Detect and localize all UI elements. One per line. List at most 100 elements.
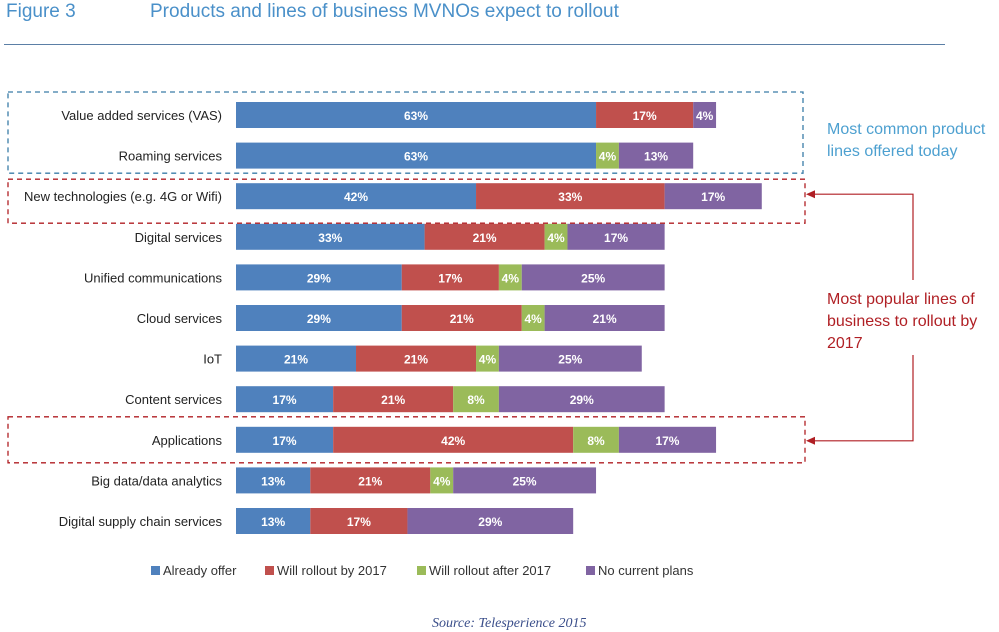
data-label: 4%	[433, 474, 451, 488]
data-label: 13%	[261, 474, 285, 488]
annotation-most-popular: Most popular lines of business to rollou…	[827, 291, 978, 352]
legend-swatch	[151, 566, 160, 575]
bar-segment	[424, 223, 545, 250]
bar-segment	[310, 467, 431, 494]
data-label: 29%	[307, 271, 331, 285]
bar-segment	[544, 305, 665, 331]
data-label: 33%	[318, 231, 342, 245]
bar-segment	[498, 386, 665, 413]
data-label: 17%	[347, 515, 371, 529]
highlight-box-common	[7, 91, 804, 174]
data-label: 21%	[593, 312, 617, 326]
category-label: Content services	[125, 392, 222, 407]
legend-swatch	[417, 566, 426, 575]
bar-segment	[498, 345, 642, 372]
data-label: 42%	[344, 190, 368, 204]
arrow-connector-top	[814, 193, 914, 280]
bar-segment	[236, 142, 597, 169]
bar-segment	[236, 508, 311, 534]
bar-segment	[236, 223, 425, 250]
legend-swatch	[265, 566, 274, 575]
bar-segment	[236, 264, 402, 291]
bar-segment	[236, 305, 402, 331]
bar-segment	[596, 102, 694, 128]
category-label: Digital supply chain services	[59, 514, 223, 529]
legend-label: No current plans	[598, 563, 694, 578]
data-label: 4%	[502, 271, 520, 285]
highlight-box-new-tech	[7, 178, 806, 224]
annotation-most-common: Most common product lines offered today	[827, 121, 986, 160]
data-label: 21%	[473, 231, 497, 245]
bar-segment	[407, 508, 574, 534]
bar-segment	[430, 467, 454, 494]
bar-segment	[498, 264, 522, 291]
data-label: 4%	[599, 150, 617, 164]
category-label: Big data/data analytics	[91, 473, 222, 488]
legend-label: Already offer	[163, 563, 237, 578]
data-label: 25%	[581, 271, 605, 285]
data-label: 17%	[438, 271, 462, 285]
title-divider	[4, 44, 945, 45]
data-label: 33%	[558, 190, 582, 204]
bar-segment	[476, 183, 665, 210]
legend-label: Will rollout by 2017	[277, 563, 387, 578]
bar-segment	[521, 305, 545, 331]
data-label: 4%	[547, 231, 565, 245]
data-label: 21%	[284, 353, 308, 367]
bar-segment	[333, 386, 454, 413]
category-label: Roaming services	[119, 149, 223, 164]
data-label: 21%	[450, 312, 474, 326]
bar-segment	[356, 345, 477, 372]
data-label: 29%	[570, 393, 594, 407]
data-label: 4%	[696, 109, 714, 123]
data-label: 21%	[404, 353, 428, 367]
bar-segment	[573, 426, 619, 453]
data-label: 25%	[513, 474, 537, 488]
bar-segment	[664, 183, 762, 210]
bar-segment	[453, 467, 597, 494]
data-label: 29%	[307, 312, 331, 326]
source-note: Source: Telesperience 2015	[432, 616, 587, 631]
bar-segment	[476, 345, 499, 372]
data-label: 63%	[404, 109, 428, 123]
data-label: 17%	[273, 434, 297, 448]
bar-segment	[401, 264, 499, 291]
bar-segment	[310, 508, 408, 534]
category-label: Digital services	[135, 230, 223, 245]
data-label: 13%	[261, 515, 285, 529]
category-label: Value added services (VAS)	[61, 108, 222, 123]
category-label: Unified communications	[84, 270, 223, 285]
bar-segment	[236, 345, 357, 372]
data-label: 17%	[655, 434, 679, 448]
bar-segment	[236, 426, 334, 453]
legend-label: Will rollout after 2017	[429, 563, 551, 578]
data-label: 4%	[479, 353, 497, 367]
arrow-connector-bottom	[814, 355, 914, 442]
data-label: 21%	[381, 393, 405, 407]
bar-segment	[521, 264, 665, 291]
data-label: 8%	[467, 393, 485, 407]
data-label: 17%	[701, 190, 725, 204]
legend-swatch	[586, 566, 595, 575]
bar-segment	[236, 102, 597, 128]
data-label: 63%	[404, 150, 428, 164]
data-label: 29%	[478, 515, 502, 529]
bar-segment	[618, 142, 694, 169]
data-label: 42%	[441, 434, 465, 448]
chart-title: Products and lines of business MVNOs exp…	[150, 1, 619, 22]
category-label: IoT	[203, 352, 222, 367]
data-label: 17%	[633, 109, 657, 123]
figure-label: Figure 3	[6, 1, 76, 22]
bar-segment	[618, 426, 717, 453]
bar-segment	[236, 386, 334, 413]
bar-segment	[567, 223, 665, 250]
data-label: 17%	[604, 231, 628, 245]
highlight-box-applications	[7, 416, 806, 464]
bar-segment	[693, 102, 717, 128]
data-label: 8%	[587, 434, 605, 448]
bar-segment	[596, 142, 619, 169]
category-label: Cloud services	[137, 311, 223, 326]
data-label: 13%	[644, 150, 668, 164]
data-label: 25%	[558, 353, 582, 367]
